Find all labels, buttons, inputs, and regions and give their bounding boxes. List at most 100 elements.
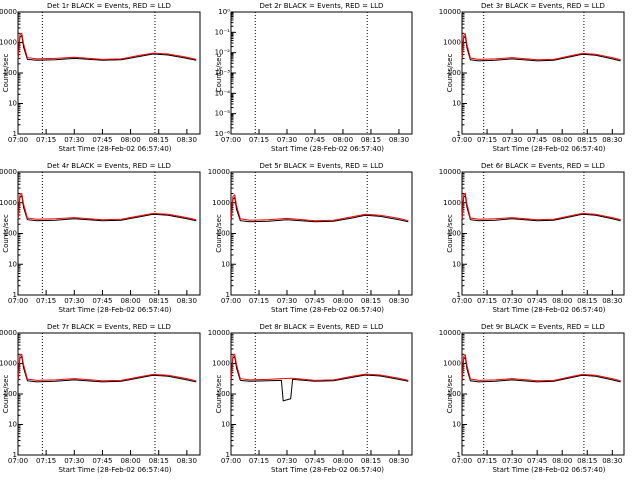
x-tick-label: 07:45 [527,297,547,305]
x-tick-label: 07:00 [221,136,241,144]
y-tick-label: 10000 [208,329,230,337]
x-tick-label: 08:15 [577,136,597,144]
x-tick-label: 08:30 [602,457,622,465]
chart-title: Det 1r BLACK = Events, RED = LLD [47,2,171,10]
y-tick-label: 10000 [0,168,17,176]
y-tick-label: 1 [13,451,17,459]
x-tick-label: 07:30 [502,136,522,144]
x-tick-label: 08:30 [602,136,622,144]
chart-title: Det 6r BLACK = Events, RED = LLD [481,162,605,170]
x-tick-label: 07:00 [8,457,28,465]
series-line [461,35,621,62]
x-tick-label: 08:15 [577,457,597,465]
series-line [461,32,621,61]
chart-title: Det 7r BLACK = Events, RED = LLD [47,323,171,331]
y-tick-label: 10000 [439,329,461,337]
y-tick-label: 100 [217,390,230,398]
y-tick-label: 10000 [439,8,461,16]
series-line [461,356,621,383]
x-tick-label: 08:30 [177,457,197,465]
x-tick-label: 07:45 [92,136,112,144]
plot-frame [230,11,413,135]
x-tick-label: 07:15 [249,297,269,305]
y-tick-label: 10⁻² [215,49,231,57]
x-tick-label: 08:15 [149,457,169,465]
x-tick-label: 07:00 [221,297,241,305]
x-tick-label: 07:45 [305,297,325,305]
chart-title: Det 9r BLACK = Events, RED = LLD [481,323,605,331]
chart-title: Det 8r BLACK = Events, RED = LLD [260,323,384,331]
plot-frame [17,332,201,456]
y-tick-label: 1 [13,130,17,138]
x-tick-label: 07:00 [452,457,472,465]
x-axis-label: Start Time (28-Feb-02 06:57:40) [271,145,384,153]
series-line [461,353,621,382]
y-tick-label: 100 [448,230,461,238]
y-axis-label: Counts/sec [215,375,223,414]
x-tick-label: 07:30 [64,457,84,465]
x-tick-label: 07:45 [92,297,112,305]
series-line [230,353,409,381]
series-line [17,192,197,221]
y-tick-label: 10000 [439,168,461,176]
x-tick-label: 08:15 [361,457,381,465]
y-tick-label: 10⁻⁵ [215,110,231,118]
x-tick-label: 07:30 [64,136,84,144]
x-tick-label: 08:30 [389,457,409,465]
y-tick-label: 100 [448,390,461,398]
y-tick-label: 100 [4,390,17,398]
x-axis-label: Start Time (28-Feb-02 06:57:40) [58,466,171,474]
y-tick-label: 10 [452,421,461,429]
x-tick-label: 07:30 [502,297,522,305]
x-tick-label: 07:00 [8,297,28,305]
x-tick-label: 07:45 [527,457,547,465]
x-tick-label: 08:00 [552,457,572,465]
y-tick-label: 10 [221,421,230,429]
x-tick-label: 08:15 [361,136,381,144]
x-tick-label: 07:30 [277,457,297,465]
x-tick-label: 08:00 [333,457,353,465]
y-tick-label: 1000 [443,360,461,368]
y-tick-label: 1000 [443,199,461,207]
chart-title: Det 4r BLACK = Events, RED = LLD [47,162,171,170]
x-tick-label: 08:30 [389,297,409,305]
x-tick-label: 07:15 [249,457,269,465]
chart-title: Det 2r BLACK = Events, RED = LLD [260,2,384,10]
series-line [17,355,197,383]
x-tick-label: 08:00 [333,136,353,144]
x-axis-label: Start Time (28-Feb-02 06:57:40) [271,306,384,314]
y-tick-label: 100 [4,69,17,77]
series-line [17,34,197,61]
x-tick-label: 08:15 [149,297,169,305]
y-tick-label: 1000 [0,39,17,47]
x-tick-label: 08:15 [577,297,597,305]
plot-frame [230,332,413,456]
y-tick-label: 1 [226,291,230,299]
x-tick-label: 07:15 [249,136,269,144]
chart-title: Det 5r BLACK = Events, RED = LLD [260,162,384,170]
x-axis-label: Start Time (28-Feb-02 06:57:40) [271,466,384,474]
y-tick-label: 10⁻⁴ [215,89,231,97]
x-tick-label: 08:00 [120,136,140,144]
y-tick-label: 1000 [443,39,461,47]
x-tick-label: 07:15 [477,136,497,144]
y-tick-label: 1 [226,451,230,459]
series-line [461,194,621,222]
plot-frame [17,171,201,296]
y-tick-label: 100 [4,230,17,238]
y-tick-label: 10 [452,100,461,108]
series-line [230,355,409,402]
y-tick-label: 1000 [0,199,17,207]
chart-title: Det 3r BLACK = Events, RED = LLD [481,2,605,10]
x-axis-label: Start Time (28-Feb-02 06:57:40) [58,306,171,314]
x-tick-label: 07:00 [8,136,28,144]
y-tick-label: 1000 [212,199,230,207]
y-tick-label: 1000 [0,360,17,368]
y-tick-label: 10⁰ [218,8,230,16]
x-tick-label: 08:15 [361,297,381,305]
y-tick-label: 10 [8,260,17,268]
x-tick-label: 07:30 [277,136,297,144]
x-tick-label: 07:30 [277,297,297,305]
x-tick-label: 07:30 [502,457,522,465]
